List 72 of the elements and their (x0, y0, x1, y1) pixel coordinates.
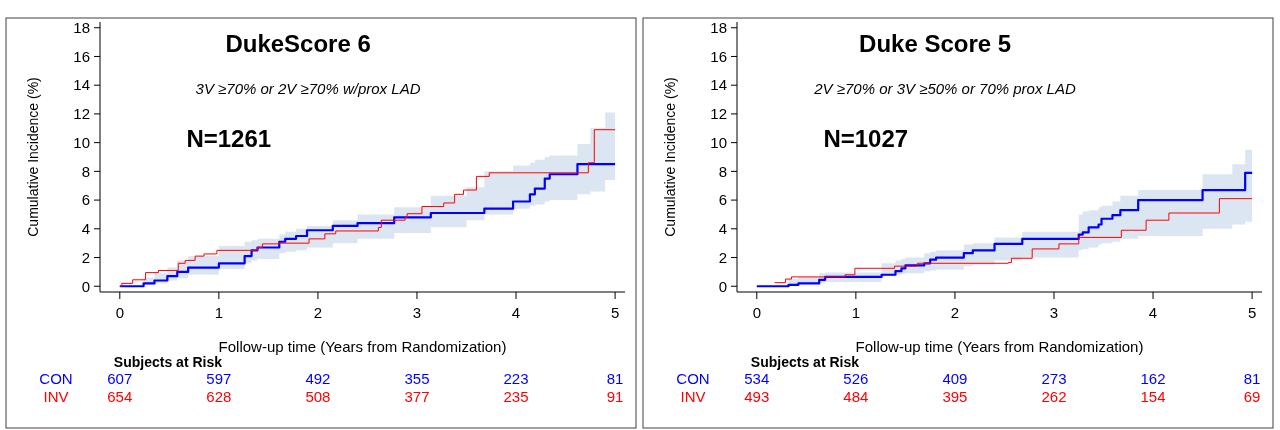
y-tick-label: 14 (73, 76, 90, 94)
y-tick-label: 18 (710, 18, 727, 36)
y-tick-label: 16 (73, 47, 90, 65)
text: 235 (503, 388, 529, 405)
text: 492 (305, 370, 331, 387)
text: 69 (1243, 388, 1261, 405)
text: 484 (843, 388, 869, 405)
y-tick-label: 0 (81, 277, 90, 295)
x-tick-label: 2 (950, 304, 960, 321)
x-axis-title: Follow-up time (Years from Randomization) (855, 338, 1144, 355)
text: 81 (606, 370, 624, 387)
text: INV (43, 388, 69, 405)
y-tick-label: 0 (718, 277, 727, 295)
annotation: N=1027 (823, 125, 909, 152)
text: 162 (1140, 370, 1166, 387)
y-tick-label: 12 (710, 105, 727, 123)
text: 534 (744, 370, 770, 387)
x-tick-label: 5 (610, 304, 620, 321)
text: Subjects at Risk (750, 354, 860, 370)
text: 493 (744, 388, 770, 405)
x-tick-label: 4 (511, 304, 521, 321)
x-tick-label: 2 (313, 304, 323, 321)
text: 395 (942, 388, 968, 405)
text: 526 (843, 370, 869, 387)
y-tick-label: 8 (718, 162, 727, 180)
y-tick-label: 4 (81, 220, 90, 238)
y-tick-label: 2 (718, 248, 727, 266)
x-tick-label: 5 (1247, 304, 1257, 321)
annotation: N=1261 (186, 125, 272, 152)
text: 628 (206, 388, 232, 405)
text: 262 (1041, 388, 1067, 405)
text: 81 (1243, 370, 1261, 387)
text: INV (680, 388, 706, 405)
text: CON (39, 370, 73, 387)
text: Subjects at Risk (113, 354, 223, 370)
y-tick-label: 6 (81, 191, 90, 209)
x-tick-label: 3 (412, 304, 422, 321)
y-tick-label: 2 (81, 248, 90, 266)
y-tick-label: 10 (73, 133, 90, 151)
y-tick-label: 16 (710, 47, 727, 65)
y-tick-label: 14 (710, 76, 727, 94)
text: 654 (107, 388, 133, 405)
text: 3V ≥70% or 2V ≥70% w/prox LAD (195, 80, 421, 97)
y-tick-label: 4 (718, 220, 727, 238)
text: 273 (1041, 370, 1067, 387)
chart-title: DukeScore 6 (225, 30, 371, 57)
y-axis-title: Cumulative Incidence (%) (662, 77, 678, 237)
text: 2V ≥70% or 3V ≥50% or 70% prox LAD (813, 80, 1076, 97)
chart-title: Duke Score 5 (859, 30, 1012, 57)
y-tick-label: 18 (73, 18, 90, 36)
y-axis-title: Cumulative Incidence (%) (25, 77, 41, 237)
x-tick-label: 3 (1049, 304, 1059, 321)
text: 377 (404, 388, 430, 405)
y-tick-label: 10 (710, 133, 727, 151)
x-tick-label: 1 (851, 304, 861, 321)
text: 91 (606, 388, 624, 405)
text: 508 (305, 388, 331, 405)
text: 597 (206, 370, 232, 387)
x-tick-label: 0 (115, 304, 124, 321)
x-tick-label: 0 (752, 304, 761, 321)
x-tick-label: 4 (1148, 304, 1158, 321)
y-tick-label: 8 (81, 162, 90, 180)
text: CON (676, 370, 710, 387)
x-axis-title: Follow-up time (Years from Randomization) (218, 338, 507, 355)
x-tick-label: 1 (214, 304, 224, 321)
text: 355 (404, 370, 430, 387)
y-tick-label: 12 (73, 105, 90, 123)
text: 154 (1140, 388, 1166, 405)
text: 223 (503, 370, 529, 387)
y-tick-label: 6 (718, 191, 727, 209)
text: 607 (107, 370, 133, 387)
text: 409 (942, 370, 968, 387)
